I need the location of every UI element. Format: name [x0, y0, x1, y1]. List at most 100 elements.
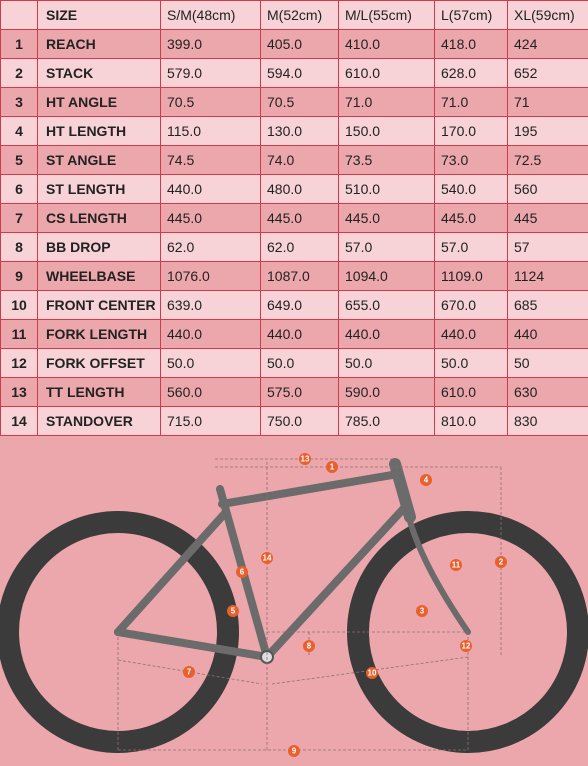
value-cell: 1094.0: [339, 262, 435, 291]
value-cell: 57.0: [339, 233, 435, 262]
header-cell: XL(59cm): [508, 1, 588, 30]
row-number: 14: [1, 407, 38, 436]
value-cell: 830: [508, 407, 588, 436]
row-number: 4: [1, 117, 38, 146]
value-cell: 170.0: [435, 117, 508, 146]
value-cell: 440.0: [435, 320, 508, 349]
measure-name: TT LENGTH: [38, 378, 161, 407]
value-cell: 610.0: [339, 59, 435, 88]
row-number: 3: [1, 88, 38, 117]
marker-label: 13: [301, 455, 310, 464]
value-cell: 652: [508, 59, 588, 88]
value-cell: 630: [508, 378, 588, 407]
value-cell: 73.0: [435, 146, 508, 175]
value-cell: 62.0: [161, 233, 261, 262]
value-cell: 590.0: [339, 378, 435, 407]
value-cell: 540.0: [435, 175, 508, 204]
measure-name: FORK OFFSET: [38, 349, 161, 378]
marker-label: 3: [420, 607, 425, 616]
value-cell: 560: [508, 175, 588, 204]
row-number: 11: [1, 320, 38, 349]
value-cell: 649.0: [261, 291, 339, 320]
value-cell: 685: [508, 291, 588, 320]
value-cell: 670.0: [435, 291, 508, 320]
value-cell: 424: [508, 30, 588, 59]
value-cell: 440.0: [161, 320, 261, 349]
row-number: 7: [1, 204, 38, 233]
value-cell: 1076.0: [161, 262, 261, 291]
marker-label: 1: [330, 463, 335, 472]
marker-label: 6: [240, 568, 245, 577]
measure-name: CS LENGTH: [38, 204, 161, 233]
value-cell: 50: [508, 349, 588, 378]
value-cell: 410.0: [339, 30, 435, 59]
value-cell: 70.5: [161, 88, 261, 117]
value-cell: 445.0: [161, 204, 261, 233]
value-cell: 575.0: [261, 378, 339, 407]
value-cell: 440: [508, 320, 588, 349]
value-cell: 74.0: [261, 146, 339, 175]
value-cell: 810.0: [435, 407, 508, 436]
header-cell: [1, 1, 38, 30]
measure-name: ST ANGLE: [38, 146, 161, 175]
value-cell: 418.0: [435, 30, 508, 59]
measure-name: FORK LENGTH: [38, 320, 161, 349]
value-cell: 57: [508, 233, 588, 262]
value-cell: 750.0: [261, 407, 339, 436]
row-number: 5: [1, 146, 38, 175]
marker-label: 12: [462, 642, 471, 651]
marker-label: 11: [452, 561, 461, 570]
value-cell: 50.0: [435, 349, 508, 378]
value-cell: 1109.0: [435, 262, 508, 291]
value-cell: 628.0: [435, 59, 508, 88]
value-cell: 50.0: [339, 349, 435, 378]
row-number: 6: [1, 175, 38, 204]
value-cell: 72.5: [508, 146, 588, 175]
value-cell: 73.5: [339, 146, 435, 175]
value-cell: 594.0: [261, 59, 339, 88]
marker-label: 2: [499, 558, 504, 567]
value-cell: 445: [508, 204, 588, 233]
value-cell: 639.0: [161, 291, 261, 320]
row-number: 2: [1, 59, 38, 88]
header-cell: M/L(55cm): [339, 1, 435, 30]
measure-name: HT LENGTH: [38, 117, 161, 146]
value-cell: 445.0: [339, 204, 435, 233]
value-cell: 715.0: [161, 407, 261, 436]
row-number: 12: [1, 349, 38, 378]
value-cell: 150.0: [339, 117, 435, 146]
value-cell: 71.0: [435, 88, 508, 117]
value-cell: 445.0: [435, 204, 508, 233]
value-cell: 115.0: [161, 117, 261, 146]
header-cell: L(57cm): [435, 1, 508, 30]
measure-name: REACH: [38, 30, 161, 59]
measure-name: WHEELBASE: [38, 262, 161, 291]
value-cell: 510.0: [339, 175, 435, 204]
value-cell: 610.0: [435, 378, 508, 407]
value-cell: 785.0: [339, 407, 435, 436]
measure-name: ST LENGTH: [38, 175, 161, 204]
marker-label: 9: [292, 747, 297, 756]
value-cell: 579.0: [161, 59, 261, 88]
value-cell: 440.0: [161, 175, 261, 204]
dimension-lines: [118, 459, 501, 750]
measure-name: FRONT CENTER: [38, 291, 161, 320]
value-cell: 50.0: [161, 349, 261, 378]
row-number: 1: [1, 30, 38, 59]
marker-label: 10: [368, 669, 377, 678]
value-cell: 1124: [508, 262, 588, 291]
value-cell: 655.0: [339, 291, 435, 320]
value-cell: 399.0: [161, 30, 261, 59]
marker-label: 4: [424, 476, 429, 485]
value-cell: 440.0: [339, 320, 435, 349]
